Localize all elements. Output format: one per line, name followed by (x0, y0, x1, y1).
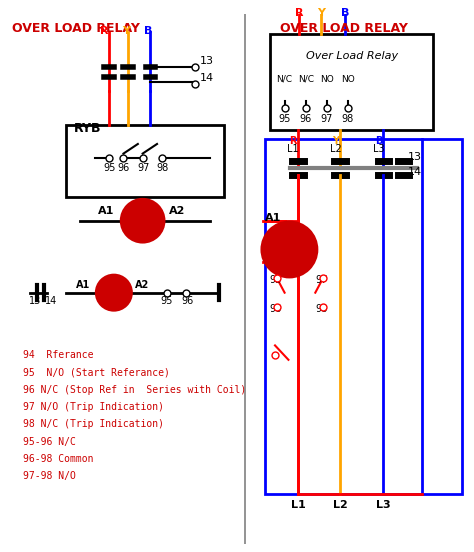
Text: A1: A1 (75, 280, 90, 290)
Circle shape (97, 275, 131, 310)
Text: B: B (144, 26, 153, 36)
Text: 95: 95 (278, 114, 291, 124)
Text: A1: A1 (98, 206, 114, 216)
Text: 97: 97 (137, 163, 149, 173)
Text: A1: A1 (265, 213, 282, 222)
Text: L2: L2 (333, 501, 347, 511)
Text: 13: 13 (29, 296, 42, 306)
FancyBboxPatch shape (270, 34, 433, 130)
Text: 96: 96 (118, 163, 130, 173)
Text: 95-96 N/C: 95-96 N/C (23, 437, 76, 447)
Text: L3: L3 (376, 501, 391, 511)
Text: L2: L2 (329, 144, 341, 153)
Text: OVER LOAD RELAY: OVER LOAD RELAY (280, 22, 408, 35)
Text: COIL: COIL (130, 216, 155, 226)
Text: 13: 13 (407, 152, 421, 162)
Text: L1: L1 (287, 144, 299, 153)
Text: 95  N/O (Start Referance): 95 N/O (Start Referance) (23, 368, 170, 378)
Text: Over Load Relay: Over Load Relay (306, 51, 398, 61)
Text: OVER LOAD RELAY: OVER LOAD RELAY (11, 22, 139, 35)
Text: 94  Rferance: 94 Rferance (23, 350, 93, 360)
Text: RYB: RYB (73, 123, 101, 135)
Text: 97-98 N/O: 97-98 N/O (23, 471, 76, 481)
Text: 95: 95 (269, 275, 282, 285)
Text: 97: 97 (320, 114, 333, 124)
Text: L1: L1 (291, 501, 305, 511)
Text: NO: NO (320, 75, 334, 84)
Text: Y: Y (317, 8, 325, 18)
Text: R: R (295, 8, 303, 18)
Text: 96 N/C (Stop Ref in  Series with Coil): 96 N/C (Stop Ref in Series with Coil) (23, 385, 246, 395)
Text: N/C: N/C (298, 75, 314, 84)
Circle shape (121, 200, 164, 242)
Text: R: R (290, 136, 297, 146)
Text: B: B (341, 8, 349, 18)
Text: Coil: Coil (276, 243, 302, 256)
Text: 95: 95 (103, 163, 116, 173)
Text: N/C: N/C (277, 75, 292, 84)
Text: COIL: COIL (102, 288, 126, 297)
Text: 98: 98 (342, 114, 354, 124)
Text: 98: 98 (315, 304, 328, 314)
Text: A2: A2 (265, 254, 282, 264)
Text: 96-98 Common: 96-98 Common (23, 454, 93, 464)
Text: 98 N/C (Trip Indication): 98 N/C (Trip Indication) (23, 420, 164, 429)
Text: A2: A2 (135, 280, 149, 290)
Text: A2: A2 (169, 206, 185, 216)
Text: 95: 95 (160, 296, 172, 306)
Circle shape (263, 222, 316, 277)
Text: 14: 14 (407, 167, 421, 177)
Text: 13: 13 (200, 56, 214, 66)
Text: L3: L3 (373, 144, 384, 153)
Text: 98: 98 (156, 163, 168, 173)
Text: 97: 97 (315, 275, 328, 285)
Text: 97 N/O (Trip Indication): 97 N/O (Trip Indication) (23, 402, 164, 412)
Text: 14: 14 (45, 296, 57, 306)
Text: R: R (100, 26, 109, 36)
Text: NO: NO (341, 75, 355, 84)
Text: Y: Y (122, 26, 130, 36)
Text: B: B (375, 136, 383, 146)
Text: 96: 96 (269, 304, 282, 314)
Text: 96: 96 (300, 114, 312, 124)
Text: Y: Y (332, 136, 339, 146)
Text: 96: 96 (181, 296, 193, 306)
FancyBboxPatch shape (66, 125, 224, 197)
Text: 14: 14 (200, 73, 214, 83)
